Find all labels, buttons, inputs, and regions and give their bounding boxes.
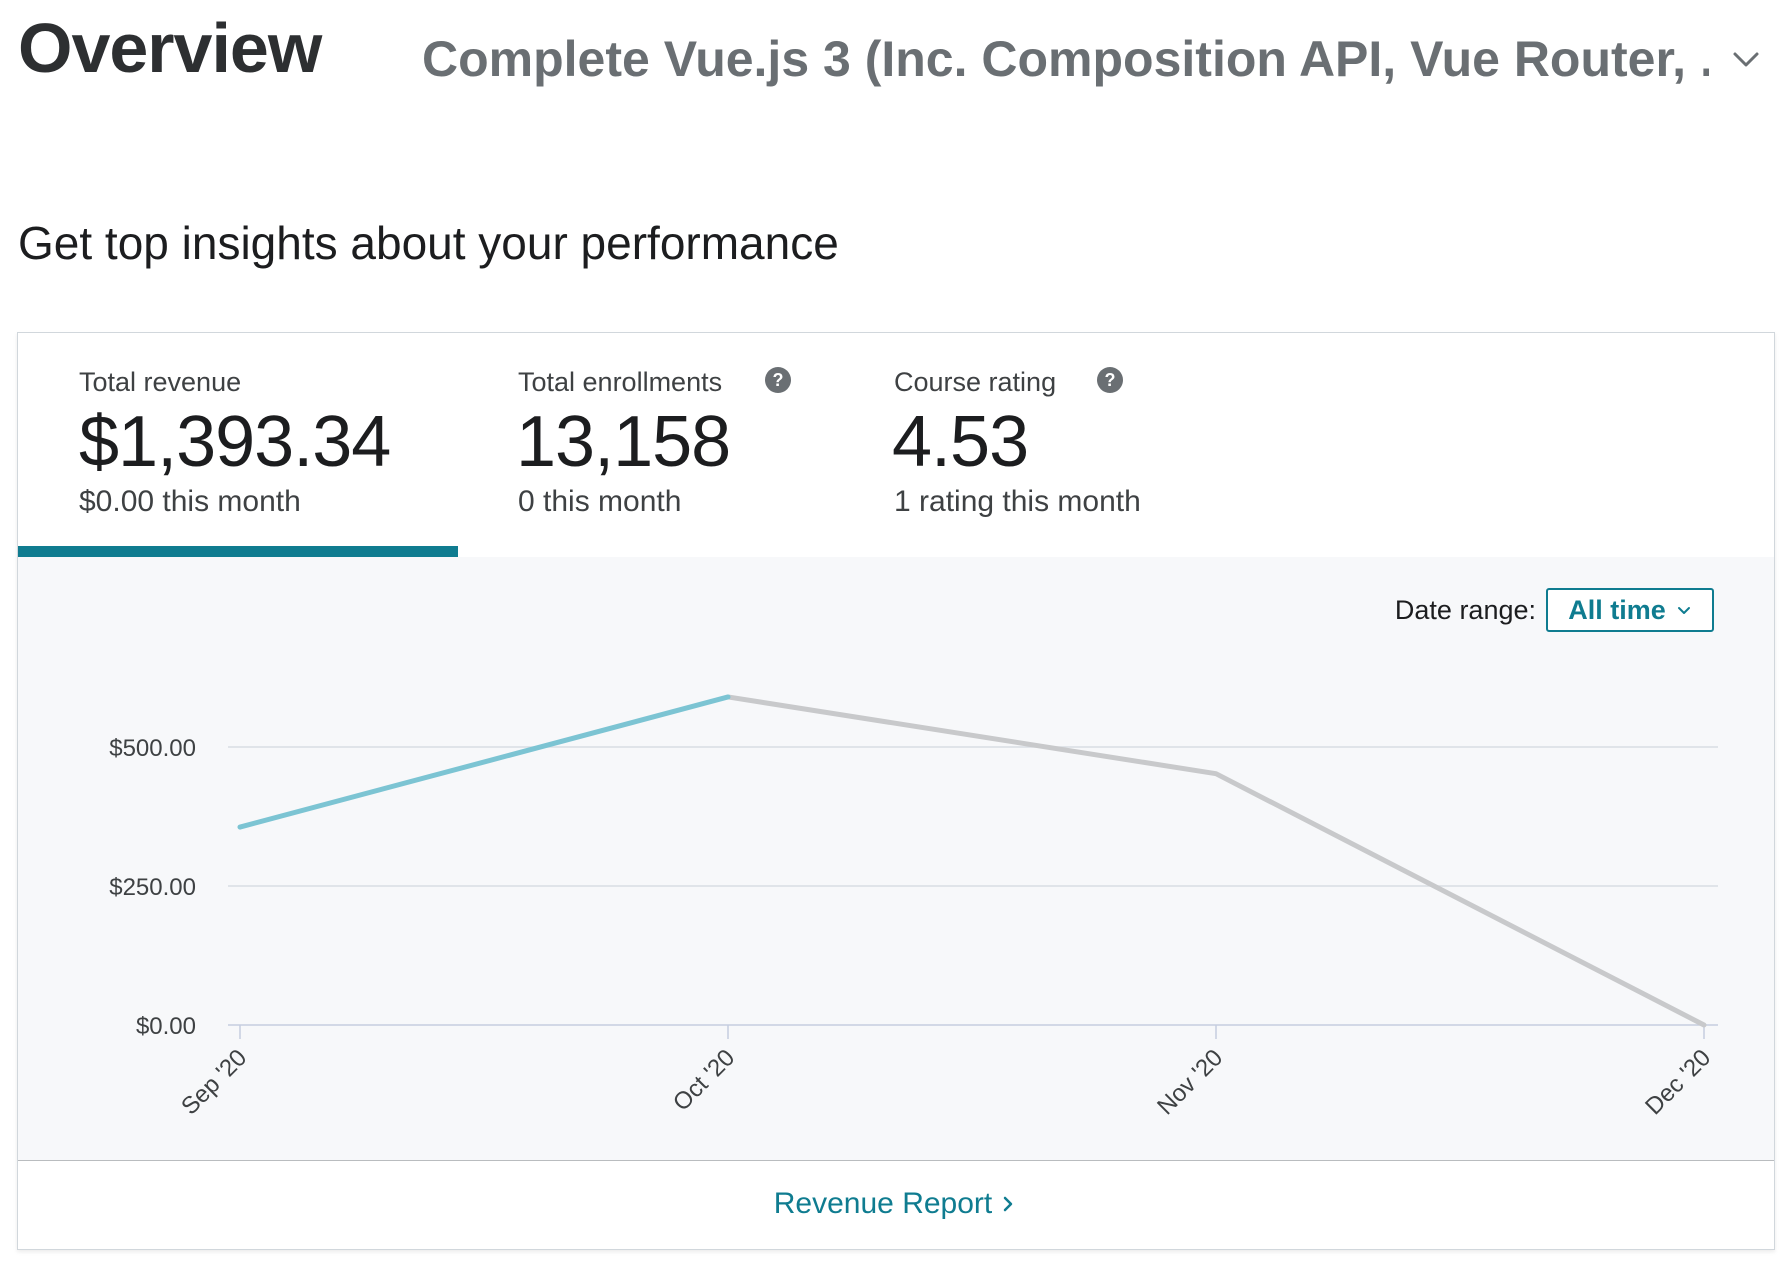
revenue-report-label: Revenue Report	[773, 1187, 993, 1220]
y-tick-label: $0.00	[136, 1013, 196, 1040]
data-point	[1702, 1023, 1706, 1027]
y-tick-label: $250.00	[109, 874, 196, 901]
metric-value: 13,158	[516, 402, 731, 482]
data-point	[726, 695, 730, 699]
course-select-label: Complete Vue.js 3 (Inc. Composition API,…	[422, 31, 1709, 87]
series-line-highlighted	[237, 694, 731, 830]
chevron-down-icon	[1677, 607, 1690, 614]
date-range-label: Date range:	[1394, 594, 1536, 625]
svg-text:?: ?	[1105, 370, 1116, 390]
y-tick-label: $500.00	[109, 735, 196, 762]
x-tick-label: Sep '20	[176, 1044, 252, 1120]
metric-label: Course rating	[894, 367, 1057, 397]
tab-total-revenue[interactable]: Total revenue $1,393.34 $0.00 this month	[18, 333, 458, 558]
revenue-report-link[interactable]: Revenue Report	[774, 1187, 1018, 1221]
page-header: Overview Complete Vue.js 3 (Inc. Composi…	[0, 0, 1784, 110]
metric-subvalue: 0 this month	[518, 485, 682, 518]
metric-subvalue: 1 rating this month	[894, 485, 1141, 518]
data-point	[1214, 772, 1218, 776]
help-icon[interactable]: ?	[764, 366, 792, 394]
chevron-down-icon	[1733, 52, 1759, 67]
revenue-line-chart: $0.00 $250.00 $500.00 Sep '20 Oct '20 Nov '20…	[109, 694, 1718, 1120]
svg-text:?: ?	[773, 370, 784, 390]
chart-area: $0.00 $250.00 $500.00 Sep '20 Oct '20 Nov '20…	[18, 557, 1774, 1161]
metric-value: 4.53	[892, 402, 1029, 482]
metric-tabs: Total revenue $1,393.34 $0.00 this month…	[18, 333, 1774, 558]
active-tab-indicator	[18, 546, 458, 558]
metric-label: Total revenue	[79, 367, 242, 397]
chevron-right-icon	[1003, 1196, 1013, 1212]
date-range-value: All time	[1568, 594, 1666, 625]
metric-value: $1,393.34	[79, 402, 391, 482]
series-line-inactive	[725, 694, 1707, 1028]
x-tick-label: Dec '20	[1640, 1044, 1716, 1120]
page-title: Overview	[18, 9, 322, 87]
tab-course-rating[interactable]: Course rating ? 4.53 1 rating this month	[834, 333, 1254, 557]
insights-subtitle: Get top insights about your performance	[18, 217, 839, 269]
help-icon[interactable]: ?	[1096, 366, 1124, 394]
data-point	[238, 825, 242, 829]
metric-subvalue: $0.00 this month	[79, 485, 301, 518]
tab-total-enrollments[interactable]: Total enrollments ? 13,158 0 this month	[458, 333, 834, 557]
metric-label: Total enrollments	[518, 367, 723, 397]
date-range-select[interactable]: All time	[1546, 588, 1714, 632]
x-tick-label: Nov '20	[1152, 1044, 1228, 1120]
course-selector[interactable]: Complete Vue.js 3 (Inc. Composition API,…	[422, 24, 1767, 94]
x-tick-label: Oct '20	[668, 1044, 740, 1116]
date-range-control: Date range: All time	[1395, 588, 1714, 632]
performance-card: Total revenue $1,393.34 $0.00 this month…	[17, 332, 1775, 1250]
card-footer: Revenue Report	[18, 1159, 1774, 1249]
